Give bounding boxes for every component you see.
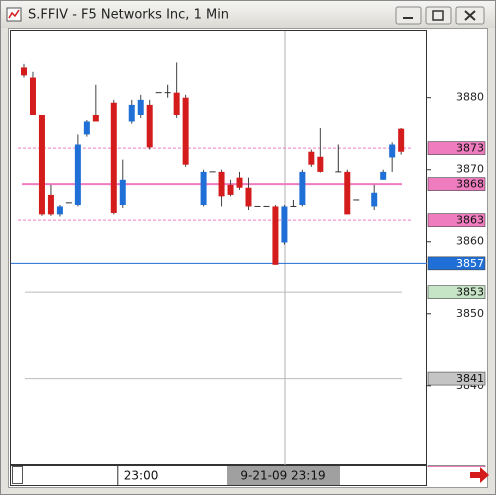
price-tag-box xyxy=(427,256,486,271)
candle-body xyxy=(83,121,90,135)
y-tick-label: 3860 xyxy=(456,235,484,248)
price-tag: 3863 xyxy=(427,213,486,227)
price-tag: 3828 xyxy=(427,465,486,479)
price-tag-box xyxy=(427,465,486,467)
minimize-button[interactable] xyxy=(395,6,422,25)
candle-body xyxy=(317,156,324,172)
price-tag-label: 3828 xyxy=(456,466,484,479)
price-tag: 3857 xyxy=(427,256,486,271)
candle-body xyxy=(182,97,189,165)
price-tag: 3853 xyxy=(427,285,486,299)
price-tag-label: 3853 xyxy=(456,286,484,299)
candle-body xyxy=(335,171,342,173)
candle-body xyxy=(38,114,45,215)
crosshair-label-box xyxy=(227,466,340,485)
price-tag-box xyxy=(427,285,486,299)
x-tick-label: 23:00 xyxy=(124,469,159,483)
price-tag: 3841 xyxy=(427,371,486,386)
candle-body xyxy=(344,171,351,215)
price-tag-label: 3868 xyxy=(456,178,484,191)
candle-body xyxy=(272,206,279,265)
price-tag: 3873 xyxy=(427,141,486,155)
candle-body xyxy=(254,205,261,207)
candle-body xyxy=(398,128,405,152)
candle-body xyxy=(380,171,387,180)
candle-body xyxy=(20,67,27,76)
plot-area xyxy=(10,30,427,465)
candle-body xyxy=(92,114,99,122)
price-tag-box xyxy=(427,213,486,227)
candle-body xyxy=(173,92,180,115)
candle-body xyxy=(200,171,207,206)
candle-body xyxy=(119,179,126,206)
y-tick-label: 3870 xyxy=(456,163,484,176)
scroll-arrow[interactable] xyxy=(470,467,489,483)
price-tag-label: 3863 xyxy=(456,214,484,227)
time-axis xyxy=(10,465,427,486)
candle-body xyxy=(371,192,378,207)
candle-body xyxy=(281,206,288,243)
candle-body xyxy=(47,194,54,215)
candle-body xyxy=(137,99,144,115)
scroll-box[interactable] xyxy=(12,466,23,484)
price-tag-box xyxy=(427,141,486,155)
maximize-button[interactable] xyxy=(425,6,452,25)
app-icon xyxy=(6,7,22,22)
close-button[interactable] xyxy=(455,6,485,25)
candle-body xyxy=(164,92,171,94)
candle-body xyxy=(263,205,270,207)
candle-body xyxy=(308,151,315,165)
price-tag-label: 3841 xyxy=(456,372,484,385)
plot xyxy=(11,62,427,380)
candle-body xyxy=(209,171,216,173)
candle-body xyxy=(155,92,162,94)
candle-body xyxy=(29,77,36,115)
candle-body xyxy=(218,171,225,197)
window-title: S.FFIV - F5 Networks Inc, 1 Min xyxy=(28,8,229,23)
candle-body xyxy=(110,102,117,213)
candle-body xyxy=(353,199,360,201)
price-tag-box xyxy=(427,371,486,386)
candle-body xyxy=(227,184,234,195)
candle-body xyxy=(236,177,243,188)
price-tag-label: 3873 xyxy=(456,142,484,155)
candle-body xyxy=(74,144,81,206)
candle-body xyxy=(56,206,63,215)
candle-body xyxy=(146,104,153,148)
y-tick-label: 3850 xyxy=(456,307,484,320)
price-tag: 3868 xyxy=(427,177,486,191)
candle-body xyxy=(389,144,396,158)
price-tag-box xyxy=(427,177,486,191)
candle-body xyxy=(290,205,297,207)
candle-body xyxy=(245,187,252,207)
candle-body xyxy=(128,104,135,122)
crosshair-label: 9-21-09 23:19 xyxy=(240,469,325,483)
price-tag-label: 3857 xyxy=(456,257,484,270)
y-tick-label: 3880 xyxy=(456,91,484,104)
candle-body xyxy=(299,171,306,206)
candle-body xyxy=(65,202,72,204)
